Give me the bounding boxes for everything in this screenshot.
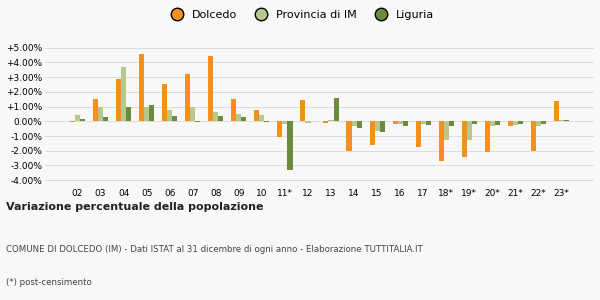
Bar bbox=[98, 106, 103, 121]
Bar bbox=[305, 121, 311, 123]
Bar bbox=[443, 121, 449, 140]
Bar bbox=[287, 121, 293, 170]
Bar bbox=[236, 114, 241, 121]
Bar bbox=[392, 121, 398, 124]
Bar bbox=[172, 116, 178, 121]
Bar bbox=[323, 121, 328, 123]
Bar bbox=[416, 121, 421, 147]
Bar bbox=[554, 101, 559, 121]
Bar bbox=[116, 79, 121, 121]
Text: (*) post-censimento: (*) post-censimento bbox=[6, 278, 92, 287]
Bar bbox=[352, 121, 356, 126]
Legend: Dolcedo, Provincia di IM, Liguria: Dolcedo, Provincia di IM, Liguria bbox=[162, 6, 438, 24]
Bar bbox=[241, 117, 247, 121]
Bar bbox=[495, 121, 500, 125]
Bar bbox=[559, 120, 564, 121]
Bar bbox=[277, 121, 283, 137]
Bar bbox=[426, 121, 431, 125]
Bar bbox=[403, 121, 408, 126]
Bar bbox=[93, 99, 98, 121]
Bar bbox=[449, 121, 454, 126]
Bar bbox=[421, 121, 426, 124]
Bar bbox=[167, 110, 172, 121]
Bar bbox=[213, 112, 218, 121]
Bar bbox=[185, 74, 190, 121]
Bar bbox=[485, 121, 490, 152]
Bar bbox=[70, 121, 75, 122]
Text: COMUNE DI DOLCEDO (IM) - Dati ISTAT al 31 dicembre di ogni anno - Elaborazione T: COMUNE DI DOLCEDO (IM) - Dati ISTAT al 3… bbox=[6, 245, 423, 254]
Bar bbox=[374, 121, 380, 131]
Bar bbox=[398, 121, 403, 124]
Bar bbox=[301, 100, 305, 121]
Bar bbox=[328, 120, 334, 121]
Bar bbox=[334, 98, 338, 121]
Bar bbox=[208, 56, 213, 121]
Bar bbox=[265, 121, 269, 122]
Bar bbox=[513, 121, 518, 125]
Bar bbox=[370, 121, 374, 145]
Bar bbox=[190, 106, 196, 121]
Bar bbox=[80, 119, 85, 121]
Bar bbox=[467, 121, 472, 140]
Bar bbox=[196, 121, 200, 122]
Bar bbox=[490, 121, 495, 126]
Bar bbox=[121, 67, 126, 121]
Bar bbox=[75, 115, 80, 121]
Bar bbox=[218, 116, 223, 121]
Bar bbox=[541, 121, 546, 124]
Bar bbox=[231, 99, 236, 121]
Bar bbox=[126, 107, 131, 121]
Bar bbox=[472, 121, 477, 124]
Bar bbox=[461, 121, 467, 157]
Bar bbox=[439, 121, 443, 161]
Bar bbox=[144, 106, 149, 121]
Text: Variazione percentuale della popolazione: Variazione percentuale della popolazione bbox=[6, 202, 263, 212]
Bar bbox=[564, 120, 569, 121]
Bar bbox=[380, 121, 385, 132]
Bar bbox=[149, 105, 154, 121]
Bar bbox=[162, 84, 167, 121]
Bar bbox=[346, 121, 352, 152]
Bar bbox=[356, 121, 362, 128]
Bar bbox=[283, 121, 287, 124]
Bar bbox=[518, 121, 523, 124]
Bar bbox=[536, 121, 541, 126]
Bar bbox=[139, 54, 144, 121]
Bar bbox=[508, 121, 513, 126]
Bar bbox=[259, 116, 265, 121]
Bar bbox=[531, 121, 536, 151]
Bar bbox=[254, 110, 259, 121]
Bar bbox=[103, 117, 108, 121]
